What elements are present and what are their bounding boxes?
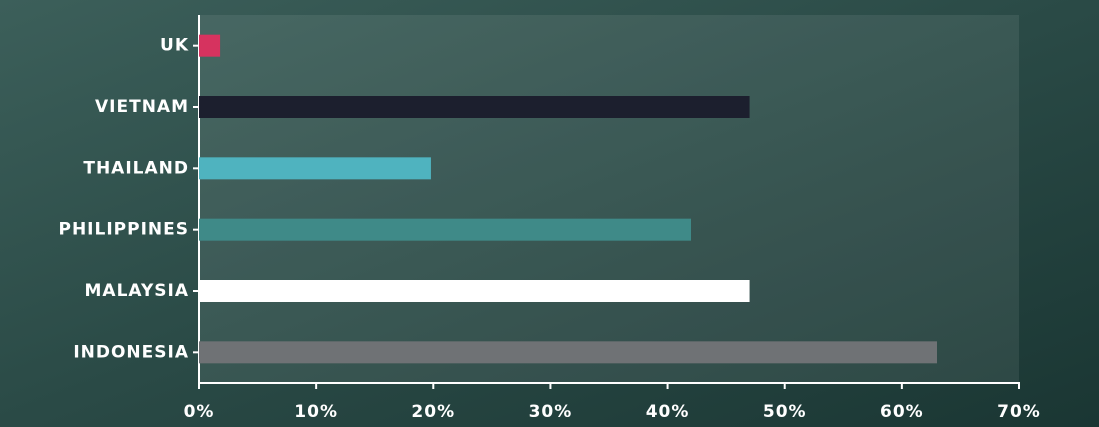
y-tick-label: PHILIPPINES — [59, 220, 190, 240]
y-tick-label: VIETNAM — [95, 97, 189, 117]
x-tick-label: 30% — [529, 402, 573, 422]
bar — [199, 341, 937, 363]
y-tick-label: INDONESIA — [73, 342, 189, 362]
x-tick-label: 20% — [411, 402, 455, 422]
bar — [199, 96, 750, 118]
y-tick-label: UK — [160, 36, 189, 56]
bar — [199, 35, 220, 57]
y-tick-label: THAILAND — [83, 158, 189, 178]
bar — [199, 280, 750, 302]
y-tick-label: MALAYSIA — [85, 281, 189, 301]
x-tick-label: 10% — [294, 402, 338, 422]
x-tick-label: 60% — [880, 402, 924, 422]
x-tick-label: 50% — [763, 402, 807, 422]
x-tick-label: 40% — [646, 402, 690, 422]
plot-area — [199, 15, 1019, 383]
bar — [199, 219, 691, 241]
x-tick-label: 70% — [997, 402, 1041, 422]
chart: 0% 10% 20% 30% 40% 50% 60% 70% UK VIETNAM THAILAND… — [0, 0, 1099, 427]
bar — [199, 157, 431, 179]
x-tick-label: 0% — [184, 402, 215, 422]
